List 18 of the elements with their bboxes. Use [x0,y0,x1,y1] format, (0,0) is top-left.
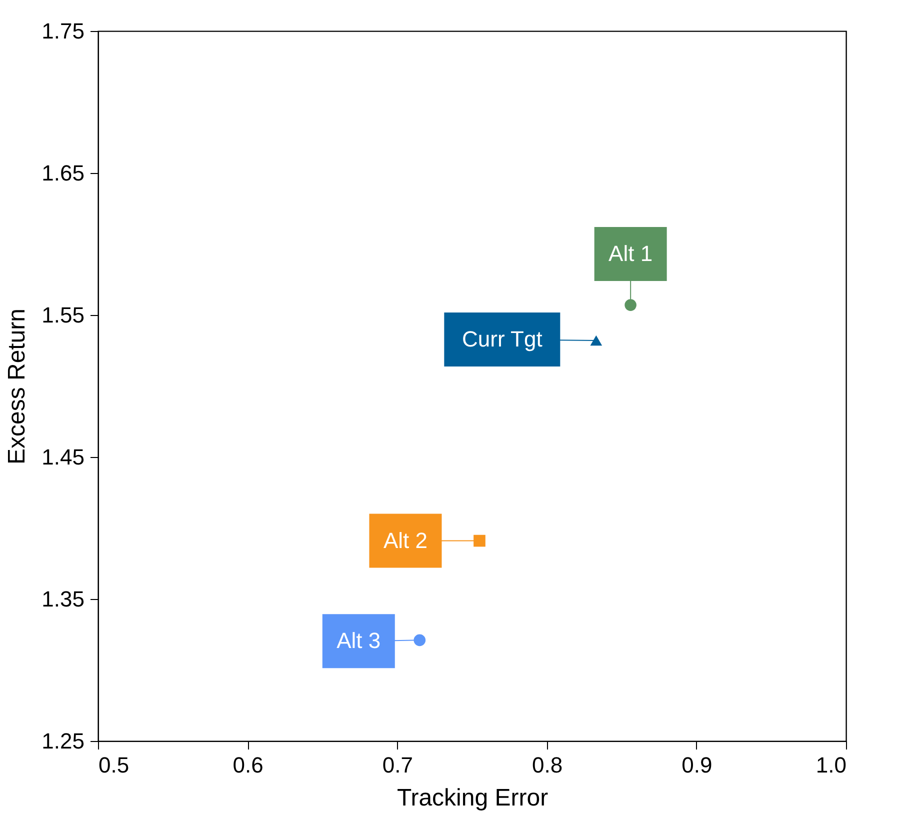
x-tick-label: 0.7 [382,752,413,778]
x-tick-label: 0.5 [98,752,130,778]
y-tick-label: 1.35 [42,586,84,612]
y-tick-label: 1.75 [42,18,84,44]
y-tick-label: 1.25 [42,728,84,754]
x-tick-label: 1.0 [816,752,846,778]
x-tick-label: 0.9 [682,752,712,778]
x-tick-label: 0.8 [532,752,563,778]
series-label: Alt 1 [608,241,653,266]
y-tick-label: 1.55 [42,302,84,328]
y-tick-label: 1.45 [42,444,84,470]
y-tick-label: 1.65 [42,160,84,186]
series-label: Alt 3 [336,628,381,654]
text: Alt 2 [383,528,428,553]
text: Curr Tgt [462,326,542,352]
x-tick-label: 0.6 [232,752,264,778]
x-axis-title: Tracking Error [396,784,548,812]
y-axis-title: Excess Return [4,308,31,465]
